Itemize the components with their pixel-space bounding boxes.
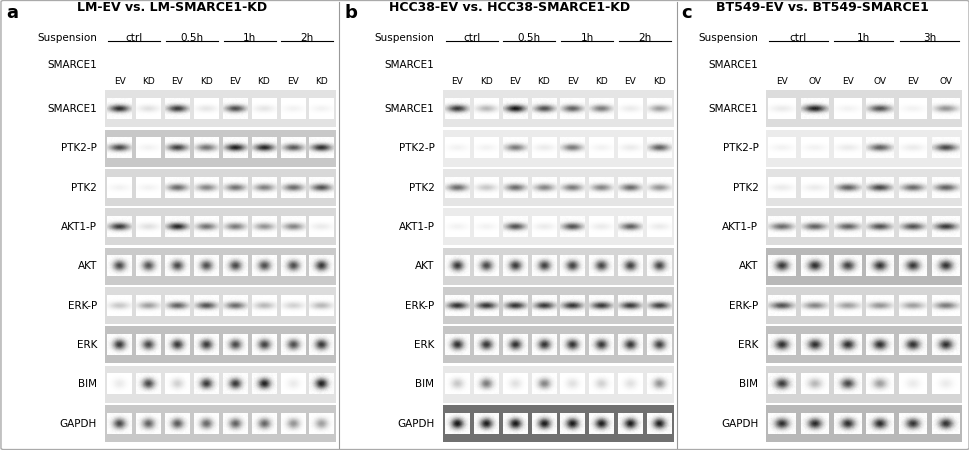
Text: KD: KD [142,76,155,86]
Bar [765,248,961,285]
Text: EV: EV [906,76,918,86]
Text: OV: OV [938,76,952,86]
Text: 2h: 2h [638,33,651,43]
Text: 2h: 2h [300,33,314,43]
Text: KD: KD [480,76,492,86]
Text: AKT1-P: AKT1-P [722,222,758,232]
Text: SMARCE1: SMARCE1 [708,104,758,114]
Text: EV: EV [624,76,636,86]
Text: 0.5h: 0.5h [180,33,203,43]
Bar [442,208,673,245]
Text: AKT: AKT [78,261,97,271]
Text: GAPDH: GAPDH [396,418,434,428]
Text: SMARCE1: SMARCE1 [708,59,758,70]
Text: AKT: AKT [738,261,758,271]
Text: SMARCE1: SMARCE1 [385,59,434,70]
Bar [442,248,673,285]
Title: HCC38-EV vs. HCC38-SMARCE1-KD: HCC38-EV vs. HCC38-SMARCE1-KD [389,0,630,13]
Text: BIM: BIM [78,379,97,389]
Bar [105,405,336,442]
Text: 1h: 1h [579,33,593,43]
Text: GAPDH: GAPDH [720,418,758,428]
Text: ERK-P: ERK-P [729,301,758,310]
Bar [765,130,961,166]
Text: AKT1-P: AKT1-P [398,222,434,232]
Text: ERK: ERK [737,340,758,350]
Bar [105,248,336,285]
Text: ctrl: ctrl [125,33,142,43]
Text: KD: KD [200,76,212,86]
Text: BIM: BIM [738,379,758,389]
Bar [442,287,673,324]
Text: 1h: 1h [857,33,869,43]
Bar [442,366,673,403]
Bar [442,90,673,127]
Text: PTK2: PTK2 [408,183,434,193]
Text: PTK2-P: PTK2-P [722,143,758,153]
Text: SMARCE1: SMARCE1 [385,104,434,114]
Text: ERK-P: ERK-P [405,301,434,310]
Text: GAPDH: GAPDH [59,418,97,428]
Bar [765,90,961,127]
Text: ERK-P: ERK-P [68,301,97,310]
Text: 3h: 3h [922,33,935,43]
Bar [442,169,673,206]
Text: ERK: ERK [77,340,97,350]
Text: PTK2-P: PTK2-P [61,143,97,153]
Text: PTK2: PTK2 [71,183,97,193]
Text: ERK: ERK [414,340,434,350]
Bar [105,326,336,364]
Bar [765,287,961,324]
Bar [765,326,961,364]
Bar [105,169,336,206]
Text: c: c [680,4,691,22]
Bar [105,90,336,127]
Text: a: a [7,4,18,22]
Bar [765,366,961,403]
Title: BT549-EV vs. BT549-SMARCE1: BT549-EV vs. BT549-SMARCE1 [715,0,928,13]
Bar [765,208,961,245]
Bar [442,405,673,442]
Text: Suspension: Suspension [374,33,434,43]
Text: KD: KD [537,76,549,86]
Text: OV: OV [873,76,886,86]
Text: SMARCE1: SMARCE1 [47,59,97,70]
Text: EV: EV [113,76,125,86]
Text: PTK2: PTK2 [732,183,758,193]
Text: ctrl: ctrl [789,33,806,43]
Text: 1h: 1h [242,33,256,43]
Text: EV: EV [229,76,240,86]
Text: EV: EV [172,76,183,86]
Text: KD: KD [595,76,608,86]
Text: EV: EV [775,76,787,86]
Text: b: b [344,4,357,22]
Text: KD: KD [652,76,665,86]
Text: AKT: AKT [415,261,434,271]
Text: EV: EV [566,76,578,86]
Text: EV: EV [451,76,462,86]
Text: Suspension: Suspension [37,33,97,43]
Text: OV: OV [807,76,821,86]
Bar [442,326,673,364]
Bar [442,130,673,166]
Text: EV: EV [287,76,298,86]
Text: Suspension: Suspension [698,33,758,43]
Text: KD: KD [258,76,270,86]
Bar [765,169,961,206]
Bar [105,130,336,166]
Text: EV: EV [841,76,853,86]
Title: LM-EV vs. LM-SMARCE1-KD: LM-EV vs. LM-SMARCE1-KD [77,0,267,13]
Text: BIM: BIM [415,379,434,389]
Bar [105,366,336,403]
Bar [765,405,961,442]
Bar [105,287,336,324]
Text: 0.5h: 0.5h [517,33,541,43]
Text: EV: EV [509,76,520,86]
Bar [105,208,336,245]
Text: PTK2-P: PTK2-P [398,143,434,153]
Text: ctrl: ctrl [462,33,480,43]
Text: AKT1-P: AKT1-P [61,222,97,232]
Text: SMARCE1: SMARCE1 [47,104,97,114]
Text: KD: KD [315,76,328,86]
